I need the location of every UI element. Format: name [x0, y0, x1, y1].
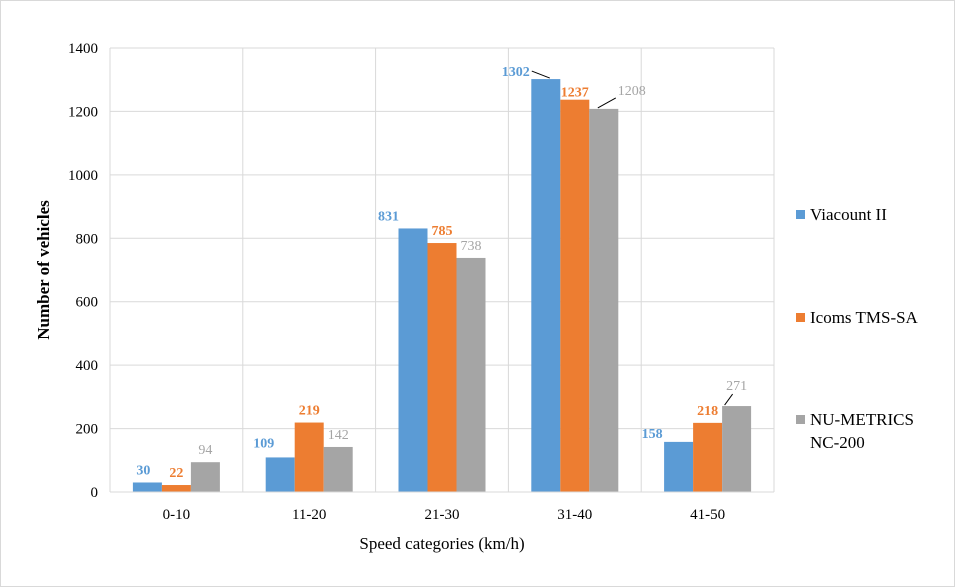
data-label: 22: [169, 466, 183, 481]
y-tick-label: 1200: [68, 104, 98, 120]
x-tick-label: 31-40: [557, 507, 592, 523]
data-label: 831: [378, 209, 399, 224]
data-label: 94: [198, 443, 212, 458]
x-axis-label: Speed categories (km/h): [359, 534, 524, 553]
legend-swatch: [796, 210, 805, 219]
y-tick-label: 1400: [68, 41, 98, 57]
x-tick-label: 0-10: [163, 507, 191, 523]
bar-viacount-ii: [132, 482, 162, 492]
data-label: 1302: [502, 65, 530, 80]
y-tick-label: 0: [91, 485, 99, 501]
data-label: 271: [726, 379, 747, 394]
y-tick-label: 600: [76, 295, 99, 311]
data-label: 30: [136, 463, 150, 478]
legend-label: NC-200: [810, 433, 865, 452]
data-label: 738: [461, 239, 482, 254]
data-label-leader: [724, 393, 734, 406]
data-label: 1237: [561, 86, 589, 101]
bar-viacount-ii: [531, 79, 561, 492]
data-label-leader: [597, 97, 617, 109]
bar-icoms-tms-sa: [427, 243, 457, 492]
y-axis-label: Number of vehicles: [34, 200, 53, 340]
bar-nu-metrics-nc-200: [456, 257, 486, 492]
data-label: 109: [253, 436, 274, 451]
bar-icoms-tms-sa: [161, 485, 191, 492]
bar-viacount-ii: [398, 228, 428, 492]
bar-icoms-tms-sa: [560, 99, 590, 493]
x-tick-label: 21-30: [425, 507, 460, 523]
bar-icoms-tms-sa: [693, 422, 723, 492]
y-tick-label: 200: [76, 422, 99, 438]
data-label-leader: [531, 70, 550, 79]
y-tick-label: 1000: [68, 168, 98, 184]
bar-nu-metrics-nc-200: [323, 446, 353, 492]
data-label: 1208: [618, 84, 646, 99]
legend-swatch: [796, 415, 805, 424]
bar-nu-metrics-nc-200: [190, 462, 220, 492]
data-label: 158: [642, 427, 663, 442]
data-label: 219: [299, 404, 320, 419]
bar-icoms-tms-sa: [294, 422, 324, 492]
legend-label: Icoms TMS-SA: [810, 308, 919, 327]
legend-label: Viacount II: [810, 205, 887, 224]
x-tick-label: 11-20: [292, 507, 326, 523]
bar-viacount-ii: [265, 457, 295, 492]
data-label: 785: [432, 224, 453, 239]
y-tick-label: 400: [76, 358, 99, 374]
data-label: 218: [697, 404, 718, 419]
data-label: 142: [328, 428, 349, 443]
legend-label: NU-METRICS: [810, 410, 914, 429]
bar-viacount-ii: [664, 441, 694, 492]
legend-swatch: [796, 313, 805, 322]
bar-nu-metrics-nc-200: [589, 108, 619, 493]
bar-nu-metrics-nc-200: [722, 406, 752, 492]
x-tick-label: 41-50: [690, 507, 725, 523]
y-tick-label: 800: [76, 231, 99, 247]
